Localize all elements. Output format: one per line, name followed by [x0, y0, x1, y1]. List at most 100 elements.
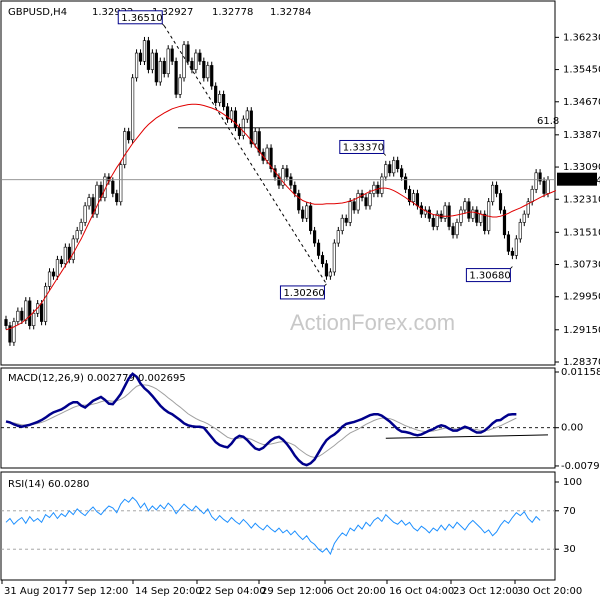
time-tick-label: 22 Sep 04:00 — [199, 586, 266, 597]
price-tick-label: 1.35450 — [563, 65, 600, 76]
candle-body — [119, 164, 123, 203]
candle-body — [47, 271, 52, 287]
candle-body — [348, 201, 352, 223]
candle-body — [162, 61, 166, 74]
price-tick-label: 1.29950 — [563, 292, 600, 303]
time-tick-label: 29 Sep 12:00 — [261, 586, 328, 597]
swing-label: 1.33370 — [343, 142, 384, 153]
price-candles — [4, 36, 550, 346]
swing-label-leader — [324, 283, 327, 287]
chart-header: GBPUSD,H4 1.32922 1.32927 1.32778 1.3278… — [8, 7, 311, 18]
candle-body — [463, 201, 467, 211]
candle-body — [28, 300, 32, 326]
open-value: 1.32922 — [92, 7, 133, 18]
time-tick-label: 16 Oct 04:00 — [389, 586, 454, 597]
candle-body — [407, 189, 412, 203]
candle-body — [115, 193, 119, 203]
candle-body — [178, 77, 182, 95]
candle-body — [150, 52, 154, 70]
low-value: 1.32778 — [212, 7, 253, 18]
candle-body — [415, 193, 420, 207]
candle-body — [431, 217, 435, 227]
candle-body — [174, 61, 178, 95]
price-overlays: 61.8 1.32784 1.36510 1.33370 1.30260 1.30680 — [1, 10, 600, 300]
candle-body — [443, 205, 447, 219]
candle-body — [154, 52, 158, 83]
macd-signal-line — [5, 384, 517, 459]
candle-body — [75, 230, 79, 240]
candle-body — [225, 106, 230, 120]
candle-body — [530, 189, 534, 203]
candle-body — [491, 184, 495, 203]
candle-body — [8, 325, 12, 343]
candle-body — [510, 251, 514, 256]
price-tick-label: 1.33090 — [563, 162, 600, 173]
fib-level-label: 61.8 — [537, 116, 559, 127]
candle-body — [467, 201, 471, 219]
candle-body — [79, 222, 83, 231]
candle-body — [427, 209, 431, 219]
candle-body — [332, 242, 336, 273]
current-price-label: 1.32784 — [561, 176, 600, 187]
candle-body — [368, 193, 372, 207]
candle-body — [435, 213, 439, 227]
candle-body — [400, 168, 404, 178]
candle-body — [285, 168, 289, 178]
swing-label-box — [279, 285, 325, 300]
swing-label: 1.30260 — [283, 288, 324, 299]
candle-body — [83, 205, 87, 223]
time-tick-label: 31 Aug 2017 — [4, 586, 68, 597]
price-tick-label: 1.36230 — [563, 32, 600, 43]
candle-body — [245, 110, 249, 120]
candle-body — [316, 242, 321, 256]
price-tick-label: 1.28370 — [563, 357, 600, 368]
swing-label: 1.30680 — [469, 271, 510, 282]
candle-body — [309, 205, 313, 231]
candle-body — [534, 172, 538, 190]
swing-label: 1.36510 — [121, 13, 162, 24]
candle-body — [214, 85, 218, 103]
candle-body — [483, 213, 487, 231]
macd-tick-label: -0.007961 — [561, 461, 600, 472]
candle-body — [380, 176, 384, 194]
symbol-label: GBPUSD,H4 — [8, 7, 67, 18]
time-tick-label: 7 Sep 12:00 — [68, 586, 128, 597]
candle-body — [301, 209, 305, 219]
candle-body — [40, 303, 44, 322]
candle-body — [87, 197, 91, 207]
time-tick-label: 14 Sep 20:00 — [135, 586, 202, 597]
candle-body — [111, 180, 115, 194]
candle-body — [16, 310, 20, 322]
macd-line — [5, 372, 517, 467]
candle-body — [218, 94, 222, 103]
current-price-tag — [557, 172, 597, 186]
candle-body — [51, 271, 56, 277]
candle-body — [411, 193, 416, 203]
candle-body — [233, 110, 238, 128]
candle-body — [494, 184, 499, 194]
candle-body — [526, 201, 530, 215]
candle-body — [538, 172, 542, 182]
candle-body — [32, 312, 36, 326]
candle-body — [24, 300, 28, 321]
candle-body — [12, 321, 16, 343]
swing-label-box — [339, 139, 385, 154]
rsi-axis: 100 70 30 — [1, 477, 582, 555]
candle-body — [293, 184, 297, 194]
price-tick-label: 1.33870 — [563, 130, 600, 141]
rsi-title: RSI(14) 60.0280 — [8, 479, 89, 490]
candle-body — [455, 222, 459, 236]
candle-body — [336, 230, 340, 244]
candle-body — [59, 259, 63, 264]
candle-body — [182, 44, 186, 79]
candle-body — [356, 193, 360, 211]
candle-body — [340, 217, 344, 231]
candle-body — [265, 147, 269, 161]
candle-body — [210, 65, 214, 87]
candle-body — [546, 179, 550, 194]
candle-body — [289, 176, 293, 186]
candle-body — [344, 217, 348, 223]
candle-body — [364, 197, 368, 207]
candle-body — [388, 164, 392, 174]
swing-label-leader — [161, 23, 165, 27]
